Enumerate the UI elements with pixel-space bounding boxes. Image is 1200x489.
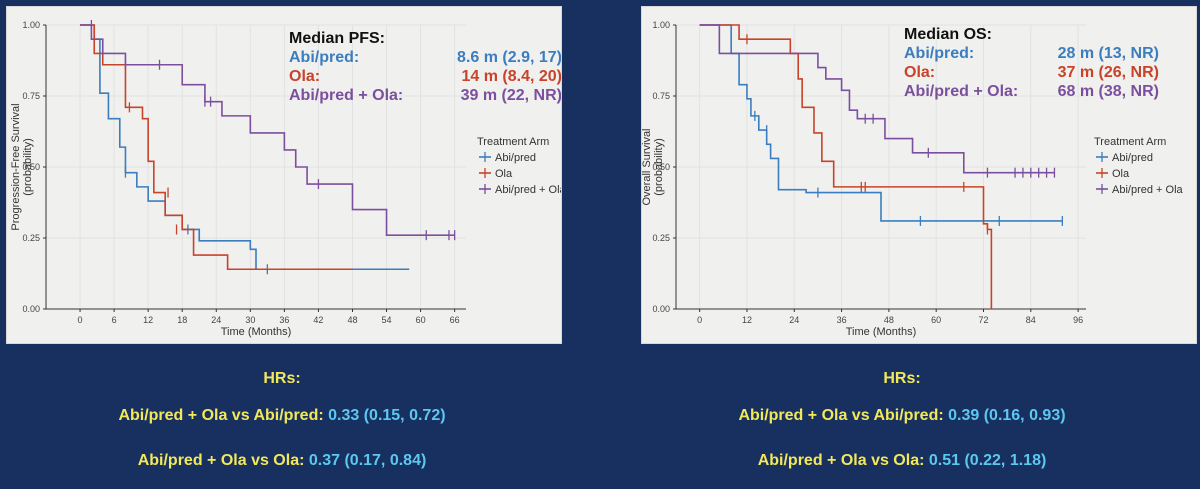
pfs-chart-panel: 0.00 0.25 0.50 0.75 1.00 0 6 12 18 24 30 36 42 48 54 60… [6, 6, 562, 344]
legend-label: Abi/pred [1112, 152, 1153, 164]
km-curve-abi [699, 24, 1063, 222]
x-tick-label: 6 [112, 315, 117, 325]
median-label: Ola: [904, 64, 935, 81]
median-label: Abi/pred + Ola: [904, 83, 1018, 100]
x-tick-label: 60 [931, 315, 941, 325]
os-chart-panel: 0.00 0.25 0.50 0.75 1.00 0 12 24 36 48 60 72 84 96 Tim… [641, 6, 1197, 344]
x-tick-label: 48 [884, 315, 894, 325]
y-tick-label: 0.25 [22, 233, 40, 243]
x-tick-label: 12 [742, 315, 752, 325]
legend-title: Treatment Arm [477, 136, 549, 148]
x-tick-label: 36 [279, 315, 289, 325]
km-curve-combo [80, 24, 455, 236]
y-tick-label: 0.25 [652, 233, 670, 243]
km-curve-ola [80, 24, 353, 271]
hr-combo-vs-abi: Abi/pred + Ola vs Abi/pred: 0.33 (0.15, … [2, 407, 562, 425]
km-curve-abi [80, 24, 410, 271]
y-axis-title: Overall Survival [642, 128, 653, 205]
y-tick-label: 0.50 [652, 162, 670, 172]
legend-label: Abi/pred + Ola [1112, 184, 1184, 196]
y-tick-label: 0.75 [22, 91, 40, 101]
x-tick-label: 84 [1026, 315, 1036, 325]
y-axis-title: (probability) [653, 138, 665, 195]
median-value: 39 m (22, NR) [461, 87, 561, 104]
legend-label: Abi/pred [495, 152, 536, 164]
x-tick-label: 0 [78, 315, 83, 325]
hr-value: 0.51 (0.22, 1.18) [928, 452, 1047, 469]
hr-label: Abi/pred + Ola vs Abi/pred: [738, 407, 944, 424]
median-label: Abi/pred: [904, 45, 974, 62]
x-tick-label: 54 [382, 315, 392, 325]
median-value: 28 m (13, NR) [1058, 45, 1159, 62]
hr-combo-vs-ola: Abi/pred + Ola vs Ola: 0.37 (0.17, 0.84) [2, 452, 562, 470]
median-label: Abi/pred + Ola: [289, 87, 403, 104]
hr-label: Abi/pred + Ola vs Ola: [757, 452, 925, 469]
hr-value: 0.33 (0.15, 0.72) [328, 407, 446, 424]
x-tick-label: 0 [697, 315, 702, 325]
x-tick-label: 96 [1073, 315, 1083, 325]
hr-title: HRs: [263, 370, 301, 387]
os-chart: 0.00 0.25 0.50 0.75 1.00 0 12 24 36 48 60 72 84 96 Tim… [642, 20, 1184, 338]
y-tick-label: 0.00 [652, 304, 670, 314]
legend-label: Ola [1112, 168, 1130, 180]
legend-label: Ola [495, 168, 513, 180]
hr-label: Abi/pred + Ola vs Abi/pred: [118, 407, 324, 424]
hr-value: 0.37 (0.17, 0.84) [308, 452, 427, 469]
x-axis-title: Time (Months) [221, 326, 292, 338]
x-tick-label: 24 [211, 315, 221, 325]
y-tick-label: 0.50 [22, 162, 40, 172]
median-value: 68 m (38, NR) [1058, 83, 1159, 100]
y-axis-title: (probability) [22, 138, 34, 195]
median-value: 14 m (8.4, 20) [462, 68, 562, 85]
x-tick-label: 72 [978, 315, 988, 325]
y-tick-label: 0.00 [22, 304, 40, 314]
median-value: 8.6 m (2.9, 17) [457, 49, 561, 66]
pfs-chart: 0.00 0.25 0.50 0.75 1.00 0 6 12 18 24 30 36 42 48 54 60… [10, 20, 562, 338]
x-axis-title: Time (Months) [846, 326, 917, 338]
median-value: 37 m (26, NR) [1058, 64, 1159, 81]
x-tick-label: 42 [313, 315, 323, 325]
hr-combo-vs-ola: Abi/pred + Ola vs Ola: 0.51 (0.22, 1.18) [622, 452, 1182, 470]
y-tick-label: 1.00 [652, 20, 670, 30]
x-tick-label: 48 [347, 315, 357, 325]
y-tick-label: 0.75 [652, 91, 670, 101]
x-tick-label: 30 [245, 315, 255, 325]
hr-label: Abi/pred + Ola vs Ola: [137, 452, 305, 469]
x-tick-label: 36 [837, 315, 847, 325]
x-tick-label: 60 [416, 315, 426, 325]
x-tick-label: 24 [789, 315, 799, 325]
median-label: Ola: [289, 68, 320, 85]
hr-value: 0.39 (0.16, 0.93) [948, 407, 1066, 424]
y-axis-title: Progression-Free Survival [10, 103, 22, 230]
x-tick-label: 66 [450, 315, 460, 325]
x-tick-label: 12 [143, 315, 153, 325]
median-title: Median OS: [904, 26, 992, 43]
median-label: Abi/pred: [289, 49, 359, 66]
legend-label: Abi/pred + Ola [495, 184, 561, 196]
y-tick-label: 1.00 [22, 20, 40, 30]
legend-title: Treatment Arm [1094, 136, 1166, 148]
hr-title: HRs: [883, 370, 921, 387]
hr-combo-vs-abi: Abi/pred + Ola vs Abi/pred: 0.39 (0.16, … [622, 407, 1182, 425]
km-curve-combo [699, 24, 1055, 174]
median-title: Median PFS: [289, 30, 385, 47]
km-curve-ola [699, 24, 993, 309]
x-tick-label: 18 [177, 315, 187, 325]
